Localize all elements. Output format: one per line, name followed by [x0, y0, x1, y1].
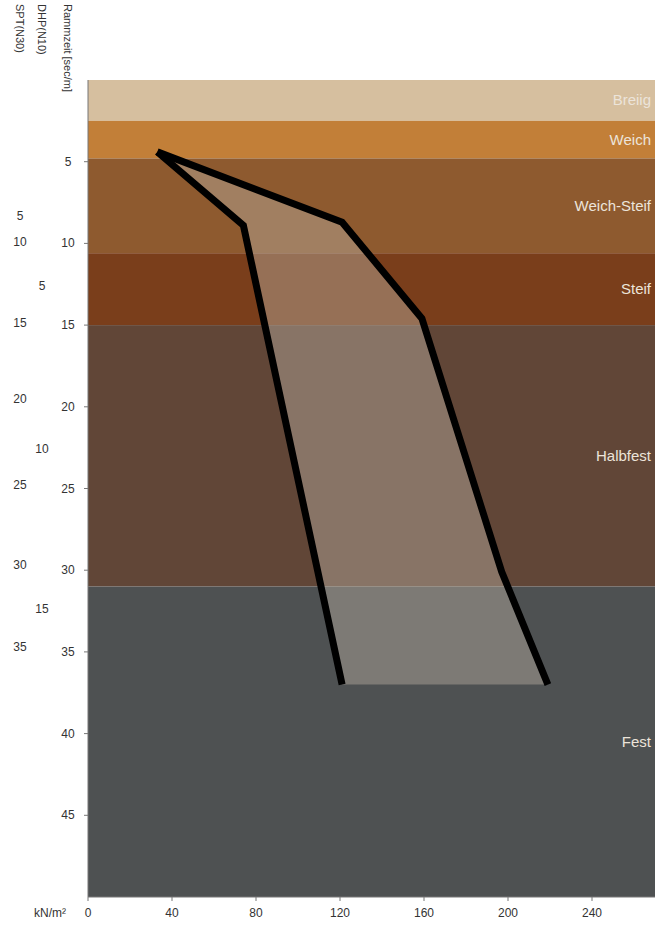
y-tick: [84, 325, 88, 326]
x-tick-label: 80: [249, 906, 263, 920]
y-tick-label: 35: [61, 645, 75, 659]
x-tick: [256, 897, 257, 901]
x-tick: [508, 897, 509, 901]
x-tick-label: 0: [85, 906, 92, 920]
y-tick-label: 25: [61, 482, 75, 496]
zone-band: [88, 80, 655, 121]
y-tick: [84, 733, 88, 734]
zones: [88, 80, 655, 897]
chart: Breiig Weich Weich-Steif Steif Halbfest Fest 0…: [0, 0, 661, 926]
y-tick-label: 40: [61, 727, 75, 741]
secondary-tick-label: 10: [35, 442, 49, 456]
x-tick: [592, 897, 593, 901]
y-tick-label: 15: [61, 318, 75, 332]
x-tick-label: 40: [165, 906, 179, 920]
x-tick: [88, 897, 89, 901]
y-axis-title: Rammzeit [sec/m]: [62, 4, 74, 92]
zone-label: Steif: [621, 280, 652, 297]
x-tick: [340, 897, 341, 901]
zone-label: Weich: [610, 131, 651, 148]
x-tick: [172, 897, 173, 901]
y-tick: [84, 161, 88, 162]
secondary-tick-label: 5: [39, 279, 46, 293]
y-tick: [84, 570, 88, 571]
zone-label: Weich-Steif: [575, 197, 652, 214]
y-tick-label: 5: [65, 155, 72, 169]
x-axis-line: [88, 897, 655, 898]
y-tick-label: 20: [61, 400, 75, 414]
x-tick-label: 200: [498, 906, 518, 920]
secondary-tick-label: 30: [13, 558, 27, 572]
secondary-axis-title: DHP(N10): [36, 4, 48, 55]
y-tick-label: 10: [61, 236, 75, 250]
x-tick-label: 160: [414, 906, 434, 920]
y-tick-label: 45: [61, 808, 75, 822]
y-tick: [84, 651, 88, 652]
secondary-tick-label: 10: [13, 235, 27, 249]
y-tick: [84, 815, 88, 816]
zone-label: Halbfest: [596, 447, 652, 464]
zone-label: Breiig: [613, 91, 651, 108]
secondary-tick-label: 25: [13, 478, 27, 492]
x-tick-label: 240: [582, 906, 602, 920]
secondary-tick-label: 20: [13, 392, 27, 406]
boundary-line: [157, 152, 342, 685]
zone-band: [88, 121, 655, 159]
x-tick: [424, 897, 425, 901]
range-area: [157, 152, 548, 685]
secondary-axis-title: SPT(N30): [14, 4, 26, 53]
x-tick-label: 120: [330, 906, 350, 920]
y-tick: [84, 406, 88, 407]
zone-band: [88, 158, 655, 253]
y-tick: [84, 488, 88, 489]
boundary-line: [157, 152, 548, 685]
y-tick: [84, 243, 88, 244]
secondary-tick-label: 15: [35, 602, 49, 616]
zone-label: Fest: [622, 733, 652, 750]
secondary-tick-label: 15: [13, 316, 27, 330]
x-axis-title: kN/m²: [34, 906, 66, 920]
data: [157, 152, 548, 685]
secondary-tick-label: 35: [13, 640, 27, 654]
secondary-tick-label: 5: [17, 209, 24, 223]
y-tick-label: 30: [61, 563, 75, 577]
